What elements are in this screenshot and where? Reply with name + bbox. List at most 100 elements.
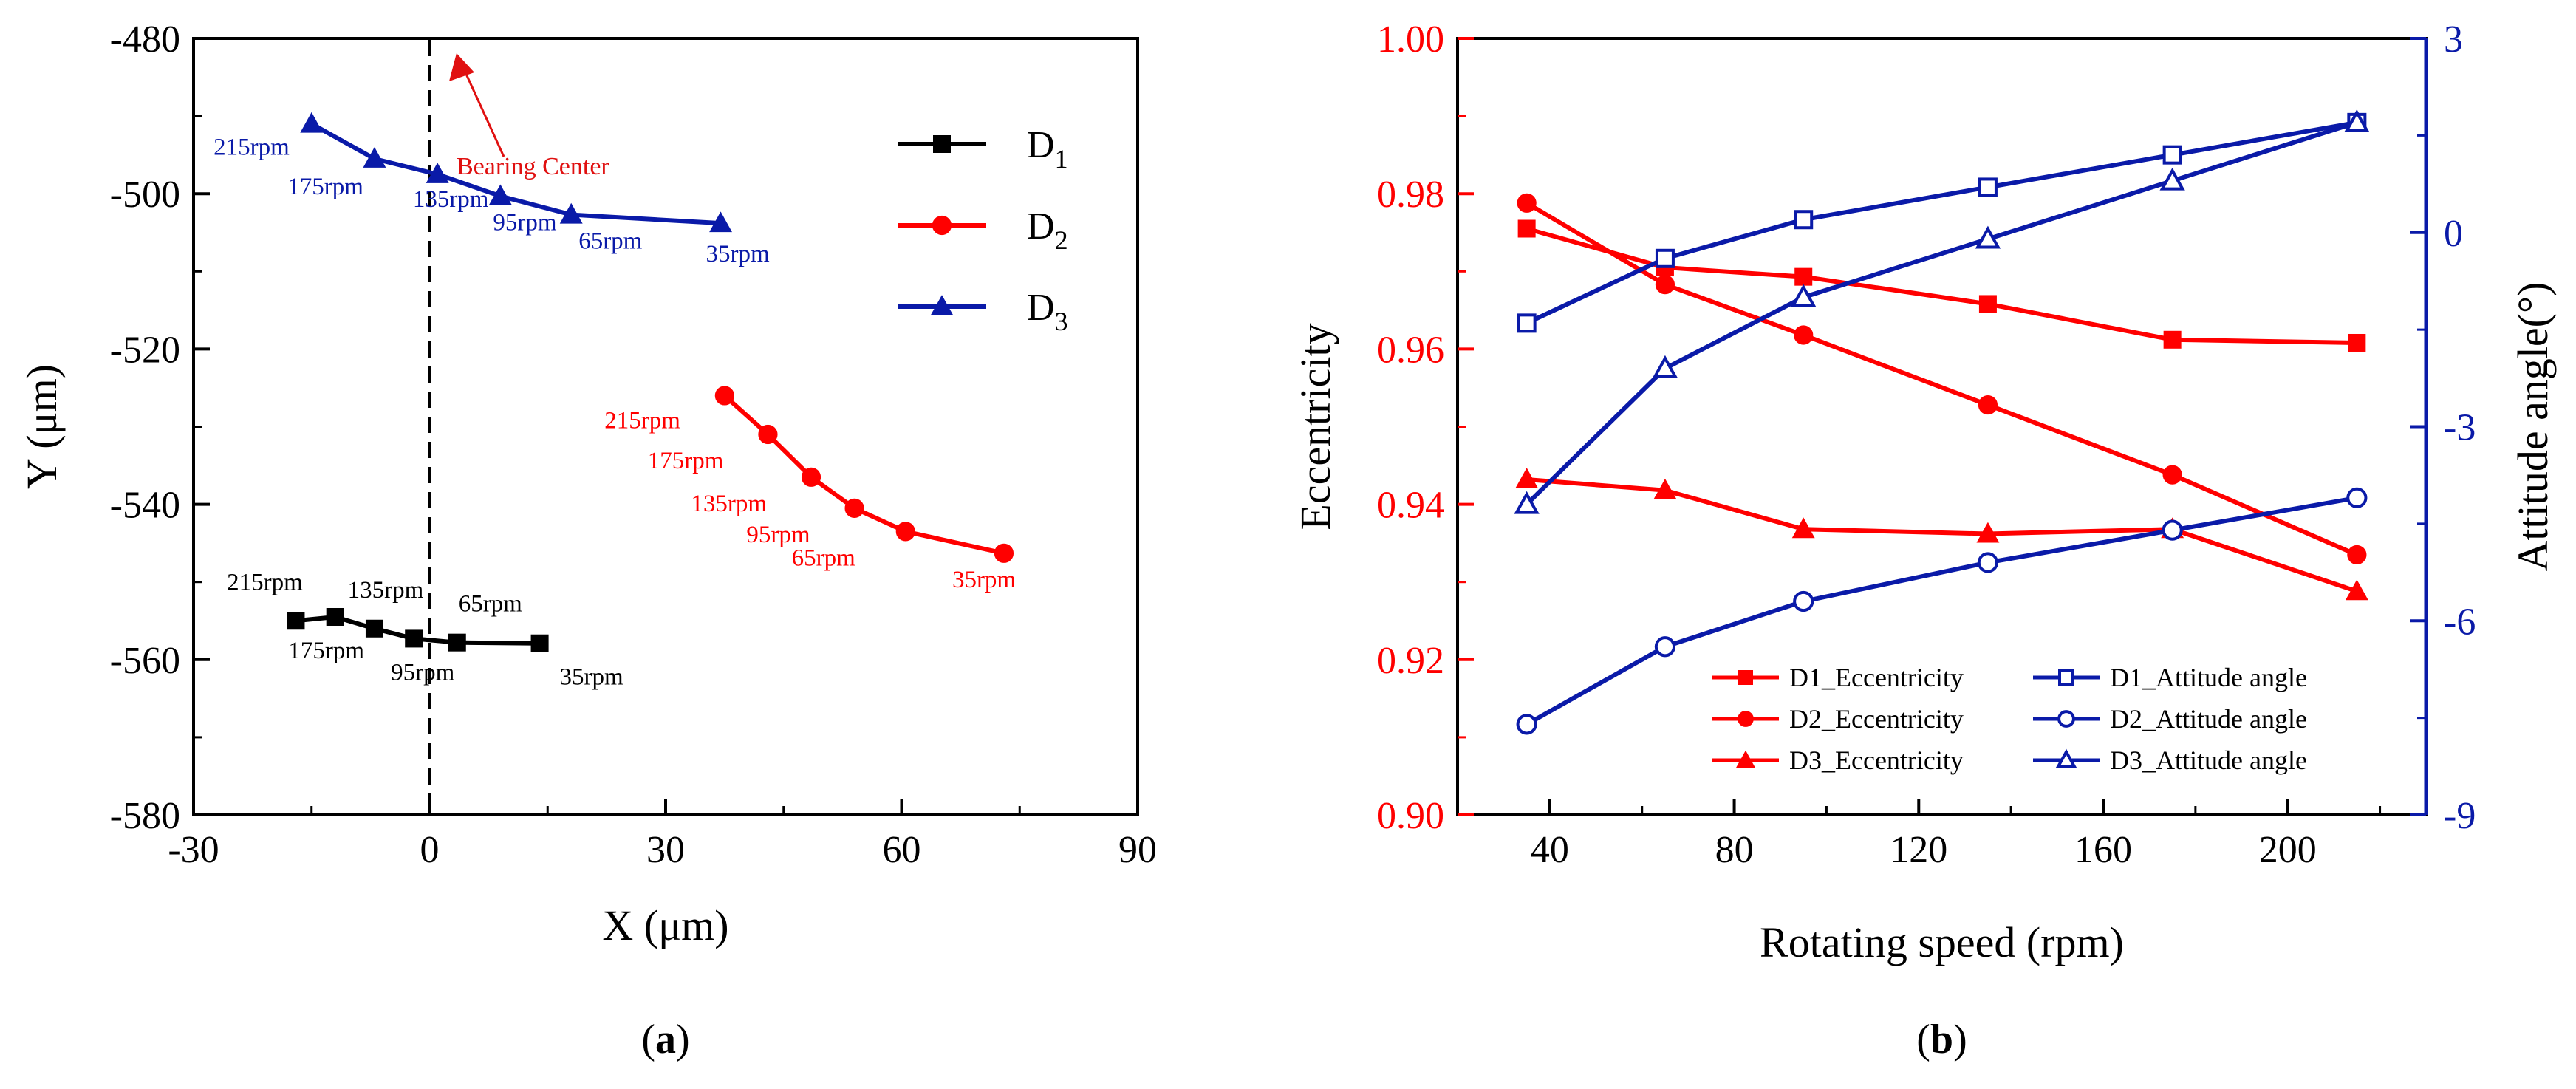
series-line-D3 xyxy=(310,121,721,226)
data-point xyxy=(2344,109,2370,132)
chart-b-ticks: 40 80 120 160 200 0.90 0.92 0.94 0.96 0.98 1.00 -9 -… xyxy=(1377,18,2476,871)
series-D3-Eccentricity xyxy=(1515,468,2368,601)
chart-a-y-axis-label: Y (μm) xyxy=(18,364,66,489)
legend-label: D2_Attitude angle xyxy=(2110,704,2307,734)
legend-label: D1_Eccentricity xyxy=(1789,663,1964,692)
chart-b-y-axis-label: Eccentricity xyxy=(1291,323,1339,530)
data-point xyxy=(1794,325,1814,345)
y2-tick-label: 3 xyxy=(2444,18,2463,61)
y2-tick-label: -3 xyxy=(2444,407,2476,449)
data-point xyxy=(2346,487,2368,508)
data-point xyxy=(1517,219,1536,238)
legend-marker xyxy=(2057,710,2075,728)
y-tick-label: 0.94 xyxy=(1377,485,1444,527)
legend-marker xyxy=(930,295,954,315)
series-line xyxy=(1526,120,2357,326)
data-point xyxy=(1794,267,1813,286)
x-tick-label: 200 xyxy=(2259,829,2317,871)
legend-label: D2 xyxy=(1027,205,1068,255)
data-point xyxy=(1517,193,1537,213)
point-label-D1: 95rpm xyxy=(391,659,454,686)
chart-a-x-axis-label: X (μm) xyxy=(602,901,728,949)
x-tick-label: -30 xyxy=(168,829,219,871)
series-line xyxy=(1526,226,2357,345)
legend-marker xyxy=(933,135,951,153)
data-point xyxy=(1516,714,1537,735)
data-point-D3 xyxy=(709,211,732,233)
legend-marker xyxy=(1736,750,1755,768)
chart-b: 40 80 120 160 200 0.90 0.92 0.94 0.96 0.98 1.00 -9 -… xyxy=(1291,18,2557,1062)
legend-marker xyxy=(1738,670,1753,685)
point-label-D3: 175rpm xyxy=(287,174,363,200)
data-point xyxy=(2347,544,2367,565)
data-point-D1 xyxy=(405,629,423,648)
series-D1-Eccentricity xyxy=(1517,219,2366,352)
data-point xyxy=(1654,636,1676,658)
x-tick-label: 160 xyxy=(2074,829,2132,871)
y-tick-label: 0.96 xyxy=(1377,329,1444,371)
point-label-D3: 135rpm xyxy=(413,186,489,213)
legend-label: D3_Eccentricity xyxy=(1789,745,1964,775)
series-D2-Attitude-angle xyxy=(1516,487,2368,735)
bearing-center-arrow xyxy=(464,72,505,157)
legend-label: D3 xyxy=(1027,287,1068,336)
panel-label-a: (a) xyxy=(641,1017,689,1062)
x-tick-label: 30 xyxy=(646,829,685,871)
chart-a: -30 0 30 60 90 -480 -500 -520 -540 -560 -580 215rp… xyxy=(18,18,1157,1062)
legend-label-name: D xyxy=(1027,124,1055,166)
point-label-D1: 135rpm xyxy=(348,577,424,604)
data-point xyxy=(2163,330,2182,349)
legend-label-sub: 1 xyxy=(1055,144,1068,174)
y-tick-label: -580 xyxy=(110,795,180,837)
data-point xyxy=(1978,177,1998,197)
chart-a-ticks: -30 0 30 60 90 -480 -500 -520 -540 -560 -580 xyxy=(110,18,1157,871)
point-label-D3: 35rpm xyxy=(706,241,770,267)
data-point-D1 xyxy=(365,619,383,638)
chart-b-y2-axis-label: Attitude angle(°) xyxy=(2509,281,2557,571)
x-tick-label: 120 xyxy=(1890,829,1947,871)
chart-b-x-axis-label: Rotating speed (rpm) xyxy=(1760,918,2124,966)
series-line-D2 xyxy=(722,394,1005,556)
x-tick-label: 90 xyxy=(1118,829,1157,871)
data-point xyxy=(1793,590,1814,612)
y-tick-label: -560 xyxy=(110,640,180,682)
series-D1: 215rpm 175rpm 135rpm 95rpm 65rpm 35rpm xyxy=(227,569,623,690)
legend-marker xyxy=(1738,711,1754,727)
data-point xyxy=(1791,284,1817,307)
data-point xyxy=(1653,478,1677,499)
data-point xyxy=(1655,248,1675,268)
point-label-D2: 175rpm xyxy=(648,448,724,474)
data-point-D3 xyxy=(426,163,449,183)
data-point xyxy=(2159,167,2185,191)
data-point xyxy=(1976,522,2000,543)
y2-tick-label: 0 xyxy=(2444,213,2463,255)
y2-tick-label: -9 xyxy=(2444,795,2476,837)
legend-label: D2_Eccentricity xyxy=(1789,704,1964,734)
panel-label-b: (b) xyxy=(1916,1017,1967,1062)
chart-a-annotation: Bearing Center xyxy=(449,53,609,180)
data-point xyxy=(1978,295,1997,313)
legend-marker xyxy=(932,215,952,236)
data-point xyxy=(1791,517,1815,539)
data-point xyxy=(1652,355,1678,378)
point-label-D2: 35rpm xyxy=(952,567,1016,593)
point-label-D2: 215rpm xyxy=(604,407,680,434)
legend-label: D1 xyxy=(1027,124,1068,174)
bearing-center-label: Bearing Center xyxy=(457,153,609,180)
legend-label-name: D xyxy=(1027,287,1055,329)
point-label-D3: 65rpm xyxy=(578,228,642,255)
x-tick-label: 40 xyxy=(1531,829,1569,871)
point-label-D2: 135rpm xyxy=(691,491,767,517)
data-point-D1 xyxy=(326,607,344,626)
legend-label: D1_Attitude angle xyxy=(2110,663,2307,692)
data-point xyxy=(2345,579,2368,601)
legend-label-sub: 2 xyxy=(1055,225,1068,255)
y-tick-label: 0.90 xyxy=(1377,795,1444,837)
legend-marker xyxy=(2055,748,2077,768)
point-label-D1: 35rpm xyxy=(560,664,623,691)
data-point xyxy=(2162,145,2182,165)
x-tick-label: 0 xyxy=(420,829,440,871)
legend-marker xyxy=(2058,669,2074,686)
